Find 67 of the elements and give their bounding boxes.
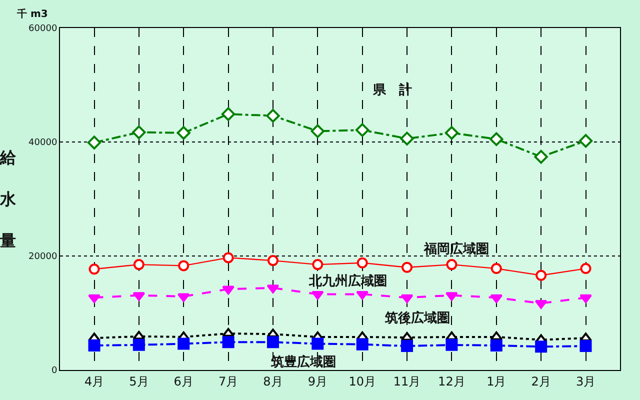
x-tick-label: 1月 bbox=[486, 374, 506, 388]
point bbox=[446, 292, 458, 301]
point bbox=[222, 328, 234, 337]
x-tick-label: 4月 bbox=[84, 374, 104, 388]
point bbox=[534, 150, 548, 164]
point bbox=[221, 107, 236, 121]
point bbox=[578, 134, 593, 148]
point bbox=[267, 255, 278, 266]
point bbox=[355, 123, 370, 137]
text: 県 計 bbox=[372, 82, 412, 98]
x-tick-label: 9月 bbox=[308, 374, 328, 388]
point bbox=[490, 132, 504, 146]
point bbox=[132, 330, 146, 340]
point bbox=[178, 338, 190, 350]
point bbox=[401, 340, 414, 352]
point bbox=[580, 340, 592, 352]
x-tick-label: 6月 bbox=[174, 374, 194, 388]
point bbox=[580, 263, 592, 274]
point bbox=[446, 338, 458, 351]
point bbox=[133, 259, 144, 270]
point bbox=[222, 336, 234, 348]
point bbox=[490, 294, 503, 304]
point bbox=[400, 132, 414, 146]
point bbox=[222, 286, 234, 295]
point bbox=[490, 339, 502, 352]
point bbox=[88, 339, 100, 352]
y-tick-label: 20000 bbox=[28, 252, 58, 262]
point bbox=[490, 331, 503, 340]
point bbox=[490, 263, 502, 274]
point bbox=[88, 264, 100, 275]
y-tick-label: 40000 bbox=[28, 138, 58, 148]
x-tick-label: 3月 bbox=[576, 374, 596, 388]
series-label: 筑豊広域圏 bbox=[270, 354, 336, 370]
point bbox=[444, 126, 459, 140]
point bbox=[266, 108, 280, 123]
point bbox=[132, 125, 146, 140]
x-tick-label: 2月 bbox=[531, 374, 551, 388]
point bbox=[536, 270, 547, 281]
point bbox=[446, 259, 458, 270]
point bbox=[356, 338, 368, 350]
point bbox=[311, 290, 324, 300]
point bbox=[402, 262, 413, 273]
x-tick-label: 5月 bbox=[129, 374, 149, 388]
point bbox=[132, 338, 145, 351]
x-tick-label: 11月 bbox=[393, 374, 421, 388]
point bbox=[356, 257, 368, 268]
x-tick-label: 10月 bbox=[348, 374, 376, 388]
point bbox=[222, 252, 234, 264]
y-tick-label: 0 bbox=[51, 366, 58, 376]
x-tick-label: 7月 bbox=[218, 374, 238, 388]
point bbox=[310, 124, 325, 138]
point bbox=[580, 294, 592, 304]
series-label: 北九州広域圏 bbox=[308, 273, 387, 289]
point bbox=[178, 260, 190, 272]
point bbox=[87, 136, 102, 150]
text: 千 m3 bbox=[16, 8, 48, 20]
x-tick-label: 12月 bbox=[438, 374, 466, 388]
point bbox=[312, 338, 324, 350]
point bbox=[88, 294, 100, 304]
point bbox=[176, 126, 190, 140]
x-tick-label: 8月 bbox=[263, 374, 283, 388]
point bbox=[266, 336, 279, 348]
point bbox=[356, 290, 369, 300]
y-tick-label: 60000 bbox=[28, 24, 58, 34]
point bbox=[312, 259, 324, 270]
point bbox=[400, 294, 414, 304]
point bbox=[535, 340, 548, 353]
